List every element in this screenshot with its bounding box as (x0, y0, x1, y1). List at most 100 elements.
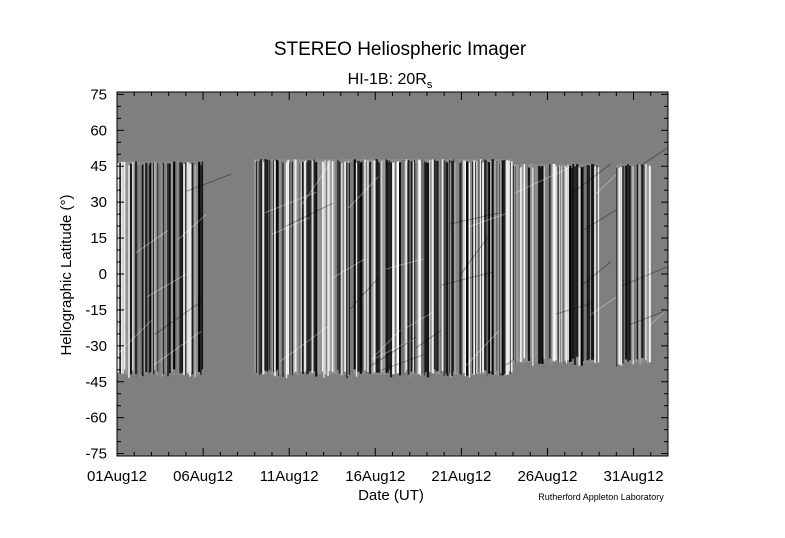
stripe (200, 164, 202, 375)
stripe (176, 162, 179, 373)
data-block-stripes (117, 161, 232, 378)
stripe (322, 161, 324, 372)
stripe (490, 160, 492, 372)
stripe (254, 159, 256, 373)
y-axis-label: Heliographic Latitude (°) (58, 194, 75, 355)
stripe (269, 161, 272, 372)
stripe (149, 162, 152, 373)
y-tick-label: -45 (85, 374, 107, 391)
axis-layer: 75 60 45 30 15 0 -15 -30 -45 -60 -75 01Aug12 06Aug12… (85, 86, 669, 485)
stripe (571, 167, 573, 362)
stripe (289, 162, 290, 375)
stripe (639, 166, 642, 365)
y-tick-label: -60 (85, 410, 107, 427)
stripe (119, 163, 122, 374)
streak (301, 165, 330, 206)
stripe (500, 161, 502, 374)
y-tick-label: -15 (85, 302, 107, 319)
stripe (296, 161, 299, 376)
stripe (187, 162, 189, 375)
stripe (596, 165, 598, 363)
stripe (157, 163, 159, 372)
stripe (173, 161, 176, 370)
stripe (392, 162, 395, 375)
stripe (278, 161, 279, 376)
stripe (133, 164, 136, 374)
stripe (505, 160, 508, 376)
stripe (303, 161, 306, 372)
stripe (361, 161, 363, 375)
stripe (594, 166, 597, 363)
stripe (131, 161, 134, 371)
stripe (445, 161, 447, 374)
stripe (429, 160, 431, 373)
streak (467, 213, 506, 228)
stripe (359, 162, 362, 374)
streak (555, 303, 591, 315)
stripe (331, 160, 334, 372)
stripe (543, 166, 545, 360)
streak (153, 330, 202, 366)
stripe (178, 163, 180, 373)
stripe (183, 164, 186, 376)
stripe (636, 164, 639, 360)
stripe (588, 165, 591, 359)
stripe (145, 162, 148, 373)
stripe (576, 164, 579, 357)
stripe (463, 160, 465, 374)
stripe (441, 159, 444, 372)
stripe (158, 162, 160, 373)
stripe (167, 163, 169, 377)
stripe (403, 160, 405, 376)
stripe (555, 166, 557, 361)
stripe (580, 167, 583, 366)
streak (135, 230, 168, 254)
stripe (263, 162, 265, 375)
stripe (530, 163, 533, 359)
stripe (292, 159, 295, 374)
stripe (337, 159, 339, 370)
stripe (170, 162, 174, 372)
stripe (328, 160, 331, 371)
stripe (306, 162, 308, 375)
stripe (623, 165, 625, 360)
stripe (418, 159, 421, 375)
stripe (385, 159, 387, 374)
stripe (456, 160, 458, 372)
stripe (486, 161, 489, 377)
stripe (275, 159, 277, 373)
streak (371, 329, 401, 360)
stripe (188, 163, 190, 371)
stripe (510, 161, 513, 372)
stripe (142, 164, 144, 377)
stripe (255, 161, 258, 373)
stripe (553, 163, 556, 362)
stripe (643, 165, 646, 361)
stripe (272, 160, 275, 373)
stripe (289, 161, 291, 377)
stripe (523, 164, 526, 359)
credit-label: Rutherford Appleton Laboratory (538, 492, 664, 502)
stripe (348, 162, 350, 375)
stripe (513, 165, 515, 361)
stripe (387, 160, 388, 373)
stripe (472, 161, 474, 374)
stripe (557, 166, 559, 363)
stripe (168, 163, 171, 374)
stripe (279, 160, 281, 373)
stripe (362, 161, 363, 372)
streak (464, 330, 500, 367)
stripe (633, 164, 636, 360)
y-tick-label: -75 (85, 446, 107, 463)
stripe (426, 162, 430, 378)
stripe (519, 167, 522, 363)
stripe (140, 165, 143, 376)
streak (385, 258, 424, 270)
stripe (518, 164, 520, 359)
stripe (461, 162, 464, 377)
streak (350, 276, 380, 309)
x-tick-label: 21Aug12 (431, 468, 491, 485)
stripe (421, 159, 424, 375)
stripe (499, 162, 501, 376)
stripe (514, 165, 516, 361)
